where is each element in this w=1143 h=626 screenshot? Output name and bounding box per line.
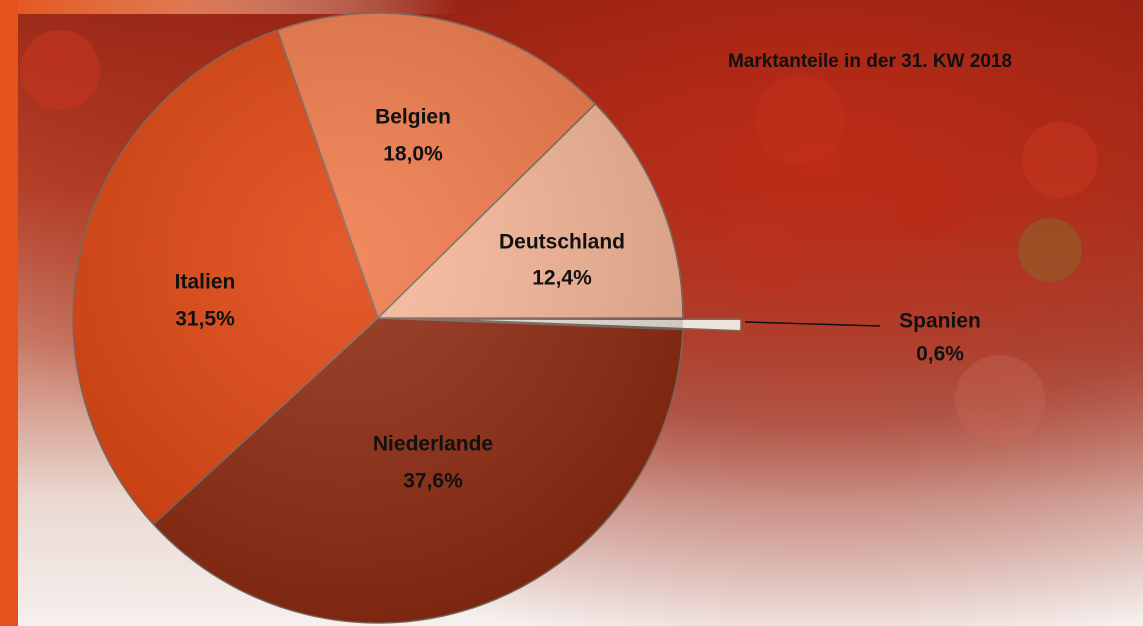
slice-label: Spanien (899, 310, 981, 333)
slice-label: Belgien (375, 106, 451, 129)
value-label: 31,5% (175, 308, 235, 331)
value-label: 18,0% (383, 143, 443, 166)
value-label: 37,6% (403, 470, 463, 493)
background-decor (0, 0, 1098, 626)
value-label: 12,4% (532, 267, 592, 290)
value-label: 0,6% (916, 343, 964, 366)
slice-label: Niederlande (373, 433, 493, 456)
chart-title: Marktanteile in der 31. KW 2018 (728, 51, 1012, 72)
slice-label: Deutschland (499, 231, 625, 254)
leader-line (744, 321, 881, 327)
pie (72, 12, 742, 624)
slice-label: Italien (175, 271, 236, 294)
